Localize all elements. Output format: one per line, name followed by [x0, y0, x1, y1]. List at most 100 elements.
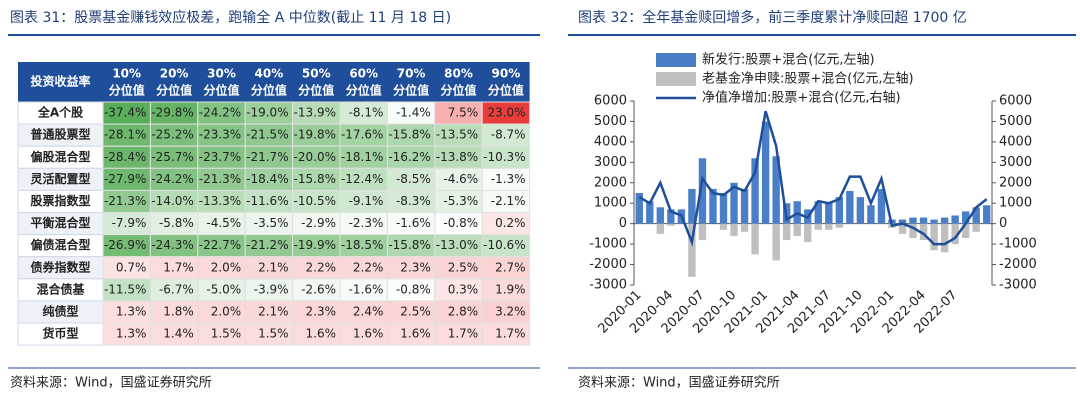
cell-bg	[481, 322, 531, 346]
cell: 1.7%	[448, 327, 479, 341]
cell: -23.7%	[199, 150, 241, 164]
header-cell: 分位值	[109, 83, 145, 98]
header-cell: 分位值	[251, 83, 287, 98]
table-source: 资料来源：Wind，国盛证券研究所	[10, 375, 212, 391]
cell: 1.7%	[163, 260, 194, 274]
cell: -10.3%	[483, 150, 525, 164]
bar	[846, 190, 854, 224]
bar	[698, 158, 707, 224]
cell: -21.5%	[246, 128, 288, 142]
header-cell: 投资收益率	[30, 74, 90, 89]
bar	[919, 223, 928, 241]
cell: 1.3%	[116, 304, 147, 318]
bar	[877, 188, 886, 224]
bar	[867, 205, 875, 224]
cell: -25.2%	[151, 128, 193, 142]
cell: -1.6%	[349, 282, 384, 296]
bar	[804, 223, 812, 243]
row-label: 混合债基	[36, 281, 85, 296]
cell: -13.5%	[436, 128, 478, 142]
bar	[667, 223, 675, 226]
cell: 1.7%	[495, 327, 526, 341]
cell: 1.6%	[306, 327, 337, 341]
y2-tick-label: -2000	[999, 257, 1037, 272]
cell: -11.6%	[246, 194, 288, 208]
bar	[825, 203, 833, 224]
y2-tick-label: 2000	[999, 175, 1032, 190]
header-cell: 分位值	[488, 83, 524, 98]
bar	[972, 207, 980, 224]
cell: -7.9%	[112, 216, 147, 230]
cell: 0.2%	[495, 216, 526, 230]
y2-tick-label: -1000	[999, 237, 1037, 252]
bar	[656, 223, 665, 234]
y2-tick-label: 0	[999, 216, 1007, 231]
cell: -10.5%	[294, 194, 336, 208]
cell: -19.9%	[294, 238, 336, 252]
bar	[814, 201, 822, 224]
cell: -28.1%	[104, 128, 146, 142]
cell: 2.0%	[211, 304, 242, 318]
header-cell: 70%	[397, 67, 426, 81]
bar	[772, 156, 780, 224]
header-cell: 分位值	[346, 83, 382, 98]
bar	[730, 182, 738, 224]
bar	[972, 223, 980, 232]
cell: -24.2%	[151, 172, 193, 186]
bar	[751, 158, 759, 224]
cell: -5.8%	[159, 216, 194, 230]
cell: -13.8%	[436, 150, 478, 164]
cell: -25.7%	[151, 150, 193, 164]
table-title: 图表 31：股票基金赚钱效应极差，跑输全 A 中位数(截止 11 月 18 日)	[10, 9, 451, 26]
bar	[835, 223, 844, 228]
y-tick-label: 0	[619, 216, 627, 231]
cell: -37.4%	[104, 106, 146, 120]
cell: 0.3%	[448, 282, 479, 296]
bar	[740, 188, 749, 224]
cell: -15.8%	[294, 172, 336, 186]
cell: -8.3%	[396, 194, 431, 208]
legend-swatch	[656, 72, 696, 86]
row-label: 灵活配置型	[30, 171, 90, 186]
cell: -18.5%	[341, 238, 383, 252]
cell: 1.3%	[116, 327, 147, 341]
cell: 2.3%	[306, 304, 337, 318]
y-tick-label: 5000	[594, 114, 627, 129]
bar	[709, 188, 717, 224]
cell: -2.6%	[301, 282, 336, 296]
cell: -28.4%	[104, 150, 146, 164]
header-cell: 分位值	[298, 83, 334, 98]
bar	[909, 217, 917, 224]
cell: -13.3%	[199, 194, 241, 208]
y-tick-label: 3000	[594, 155, 627, 170]
legend-label: 净值净增加:股票+混合(亿元,右轴)	[702, 90, 901, 106]
header-cell: 90%	[492, 67, 521, 81]
table-header-bg	[18, 62, 530, 102]
header-cell: 分位值	[440, 83, 476, 98]
header-cell: 10%	[112, 67, 141, 81]
bar	[730, 223, 738, 236]
cell: -22.7%	[199, 238, 241, 252]
y2-tick-label: 4000	[999, 134, 1032, 149]
bar	[909, 223, 917, 238]
y2-tick-label: 6000	[999, 94, 1032, 109]
row-label: 纯债型	[42, 303, 78, 318]
bar	[772, 223, 780, 261]
cell: -21.2%	[246, 238, 288, 252]
cell: -1.4%	[396, 106, 431, 120]
line	[638, 110, 988, 247]
cell: -5.0%	[206, 282, 241, 296]
cell: -21.3%	[199, 172, 241, 186]
bar	[698, 223, 707, 241]
cell: -8.1%	[349, 106, 384, 120]
cell: -1.3%	[491, 172, 526, 186]
bar	[983, 205, 991, 224]
legend-swatch	[656, 53, 696, 67]
cell: 1.5%	[211, 327, 242, 341]
bar	[740, 223, 749, 232]
bar	[961, 223, 970, 238]
cell: -2.3%	[349, 216, 384, 230]
cell: 2.2%	[306, 260, 337, 274]
cell: -8.5%	[396, 172, 431, 186]
row-label: 全A个股	[37, 105, 84, 120]
